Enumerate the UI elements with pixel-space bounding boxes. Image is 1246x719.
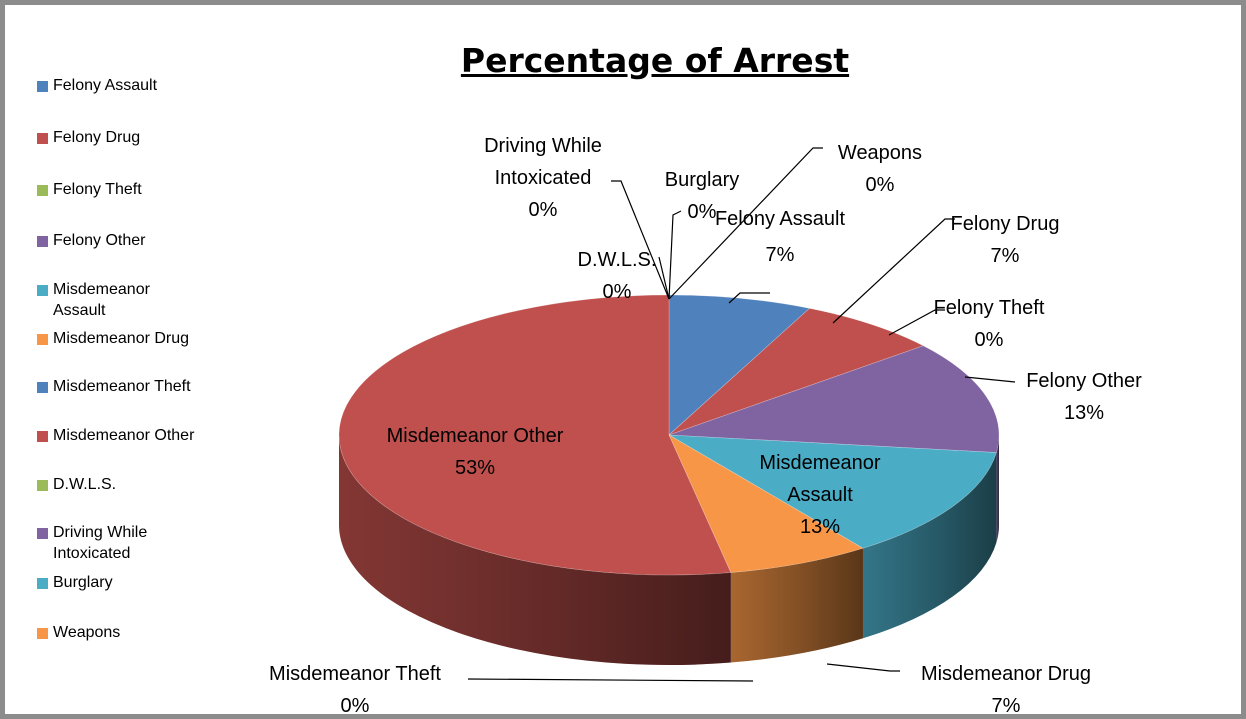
- leader-line: [611, 180, 670, 300]
- legend-label: Felony Assault: [53, 77, 158, 94]
- legend-item: Driving While Intoxicated: [37, 522, 237, 564]
- slice-value-label: 0%: [603, 281, 632, 303]
- leader-line: [668, 147, 823, 300]
- legend-item: Misdemeanor Other: [37, 425, 237, 446]
- pie-slice: [338, 294, 732, 576]
- slice-value-label: 0%: [341, 695, 370, 714]
- pie-side-layer: [339, 435, 999, 665]
- legend-item: Weapons: [37, 622, 237, 643]
- legend-label: D.W.L.S.: [53, 476, 117, 493]
- slice-category-label: Intoxicated: [495, 167, 592, 189]
- legend-swatch: [37, 431, 48, 442]
- legend-swatch: [37, 578, 48, 589]
- slice-category-label: Felony Assault: [715, 208, 846, 230]
- legend-label: Felony Theft: [53, 181, 142, 198]
- pie-slice-side-shade: [862, 452, 997, 639]
- slice-value-label: 0%: [529, 199, 558, 221]
- leader-line: [658, 256, 670, 300]
- slice-category-label: Misdemeanor Other: [387, 425, 564, 447]
- legend-item: Felony Theft: [37, 179, 237, 200]
- leader-lines: [467, 147, 1016, 682]
- pie-slice-side-shade: [339, 435, 731, 665]
- pie-chart: Felony Assault 7% Felony Drug 7% Felony Thef…: [269, 135, 1142, 714]
- legend-label: Felony Drug: [53, 129, 141, 146]
- leader-line: [668, 210, 682, 300]
- leader-line: [832, 218, 955, 324]
- pie-slice-side-shade: [996, 435, 999, 543]
- legend-swatch: [37, 185, 48, 196]
- slice-value-label: 13%: [1064, 402, 1104, 424]
- legend-label: Driving While Intoxicated: [53, 524, 148, 562]
- slice-value-label: 7%: [992, 695, 1021, 714]
- slice-value-label: 13%: [800, 516, 840, 538]
- slice-value-label: 7%: [766, 244, 795, 266]
- pie-slice-side-shade: [730, 548, 863, 663]
- leader-line: [964, 376, 1016, 383]
- legend-swatch: [37, 628, 48, 639]
- pie-slice: [668, 434, 997, 549]
- slice-value-label: 0%: [866, 174, 895, 196]
- legend-swatch: [37, 236, 48, 247]
- pie-slice: [668, 434, 864, 573]
- leader-line: [826, 663, 900, 672]
- slice-value-label: 0%: [975, 329, 1004, 351]
- legend-item: Misdemeanor Drug: [37, 328, 237, 349]
- legend-item: Felony Drug: [37, 127, 237, 148]
- slice-category-label: D.W.L.S.: [578, 249, 657, 271]
- pie-slice: [668, 294, 811, 436]
- legend-label: Misdemeanor Other: [53, 427, 195, 444]
- slice-category-label: Felony Other: [1026, 370, 1142, 392]
- slice-category-label: Driving While: [484, 135, 602, 157]
- legend-item: Burglary: [37, 572, 237, 593]
- legend-label: Misdemeanor Assault: [53, 281, 150, 319]
- chart-title: Percentage of Arrest: [460, 41, 850, 80]
- legend-swatch: [37, 334, 48, 345]
- slice-category-label: Misdemeanor: [759, 452, 881, 474]
- legend-label: Felony Other: [53, 232, 146, 249]
- slice-category-label: Assault: [787, 484, 853, 506]
- legend-swatch: [37, 81, 48, 92]
- leader-line: [467, 678, 754, 682]
- slice-category-label: Felony Theft: [934, 297, 1045, 319]
- slice-category-label: Weapons: [838, 142, 922, 164]
- legend-label: Misdemeanor Theft: [53, 378, 191, 395]
- pie-top-layer: [338, 294, 1000, 576]
- leader-line: [728, 292, 770, 304]
- legend-swatch: [37, 382, 48, 393]
- slice-labels: Felony Assault 7% Felony Drug 7% Felony Thef…: [269, 135, 1142, 714]
- legend-item: Misdemeanor Theft: [37, 376, 237, 397]
- slice-category-label: Misdemeanor Drug: [921, 663, 1091, 685]
- legend-item: D.W.L.S.: [37, 474, 237, 495]
- pie-slice: [668, 345, 1000, 453]
- slice-category-label: Burglary: [665, 169, 739, 191]
- slice-value-label: 0%: [688, 201, 717, 223]
- legend-swatch: [37, 528, 48, 539]
- pie-slice: [668, 308, 925, 436]
- legend-swatch: [37, 480, 48, 491]
- legend-swatch: [37, 285, 48, 296]
- legend-label: Weapons: [53, 624, 121, 641]
- legend-item: Felony Other: [37, 230, 237, 251]
- legend-label: Burglary: [53, 574, 113, 591]
- leader-line: [888, 309, 945, 336]
- legend-label: Misdemeanor Drug: [53, 330, 190, 347]
- slice-value-label: 53%: [455, 457, 495, 479]
- legend-swatch: [37, 133, 48, 144]
- slice-category-label: Misdemeanor Theft: [269, 663, 441, 685]
- legend-item: Felony Assault: [37, 75, 237, 96]
- slice-category-label: Felony Drug: [951, 213, 1060, 235]
- slice-value-label: 7%: [991, 245, 1020, 267]
- legend-item: Misdemeanor Assault: [37, 279, 237, 321]
